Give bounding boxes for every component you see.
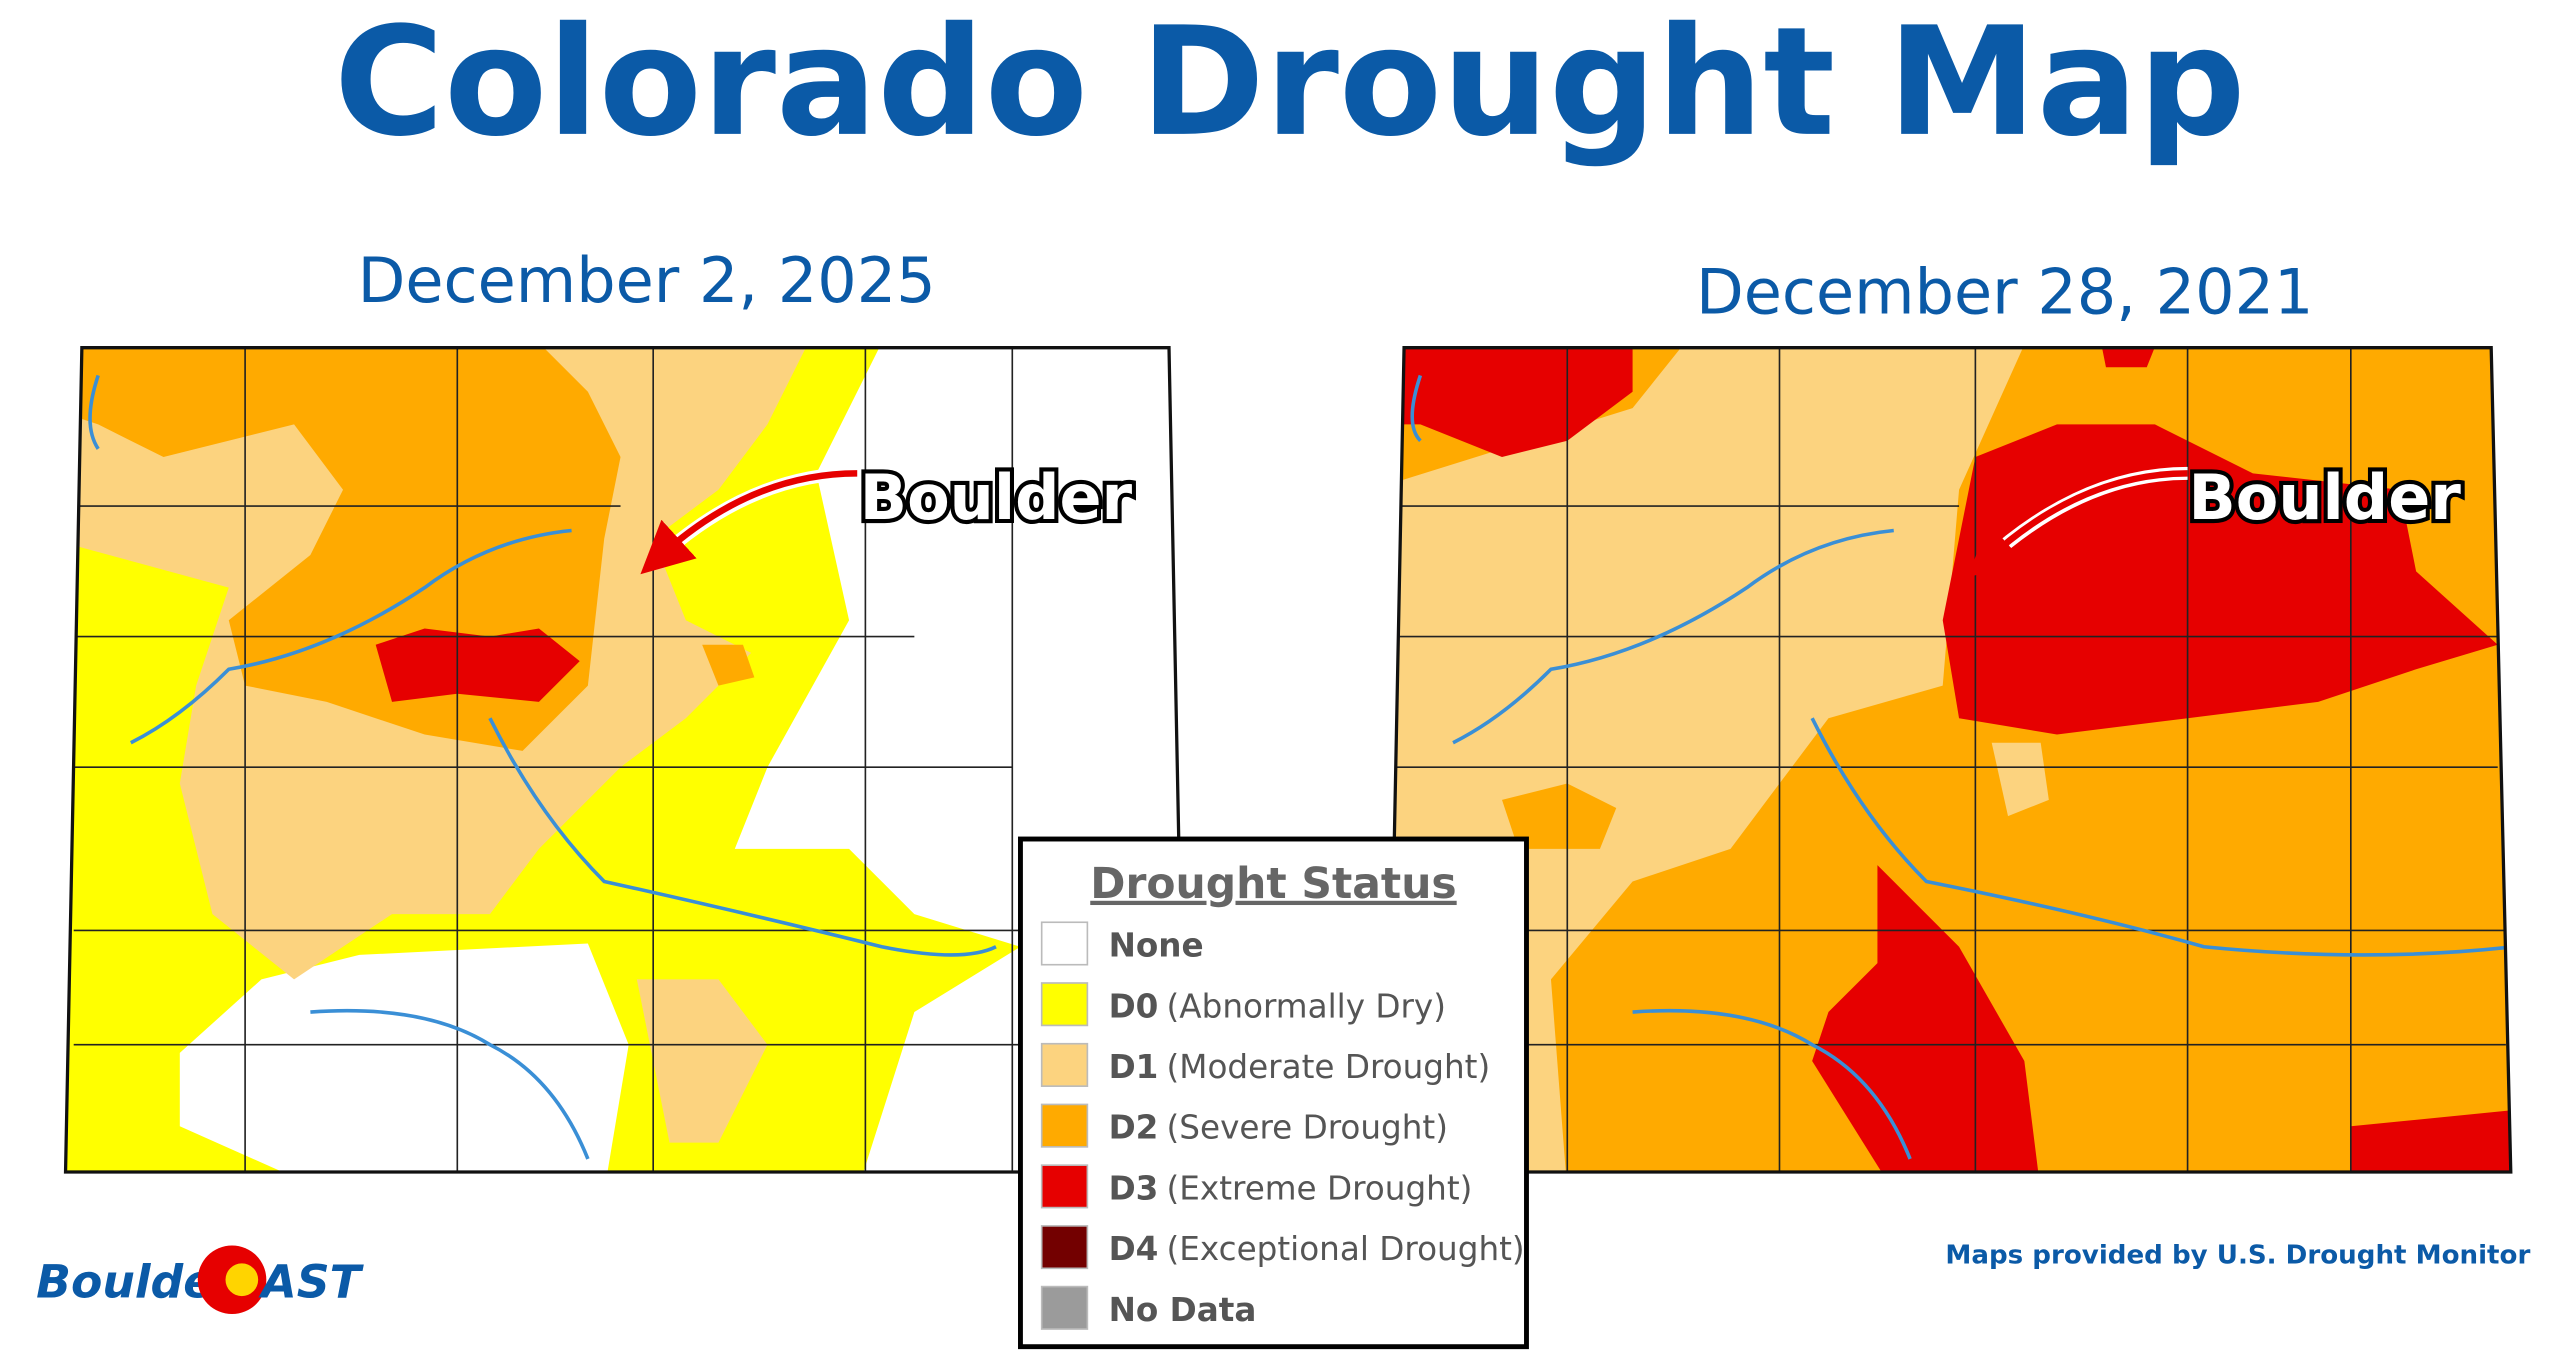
legend-label: D1 (Moderate Drought) <box>1109 1048 1491 1086</box>
region <box>1387 347 2033 1173</box>
legend-description: (Abnormally Dry) <box>1167 987 1446 1025</box>
legend-code: D1 <box>1109 1048 1159 1086</box>
region <box>375 628 580 702</box>
county-lines <box>73 347 1176 1173</box>
legend-swatch <box>1040 921 1089 966</box>
region <box>702 644 755 686</box>
region <box>2097 347 2164 368</box>
region <box>179 943 629 1173</box>
legend-code: None <box>1109 927 1204 965</box>
legend-swatch <box>1040 1042 1089 1087</box>
region <box>1501 783 1617 849</box>
legend-code: D0 <box>1109 987 1159 1025</box>
legend-swatch <box>1040 1225 1089 1270</box>
legend-description: (Exceptional Drought) <box>1167 1230 1525 1268</box>
logo-mark <box>225 1263 259 1297</box>
arrow <box>640 470 858 575</box>
legend-code: No Data <box>1109 1291 1257 1329</box>
title: Colorado Drought Map <box>334 0 2246 170</box>
legend-label: None <box>1109 927 1204 965</box>
legend-label: D4 (Exceptional Drought) <box>1109 1230 1525 1268</box>
drought-map <box>1387 347 2511 1173</box>
legend-code: D2 <box>1109 1109 1159 1147</box>
region <box>1812 865 2041 1173</box>
annotation: Boulder <box>2189 461 2462 534</box>
region <box>636 979 768 1143</box>
river <box>1410 374 2511 1160</box>
county-lines <box>1395 347 2506 1173</box>
map-date: December 28, 2021 <box>1696 255 2313 328</box>
legend-label: D0 (Abnormally Dry) <box>1109 987 1446 1025</box>
logo-text: AST <box>258 1256 364 1309</box>
annotation: Boulder <box>860 461 1133 534</box>
legend-description: (Moderate Drought) <box>1167 1048 1491 1086</box>
legend-description: (Extreme Drought) <box>1167 1169 1473 1207</box>
legend-swatch <box>1040 1285 1089 1330</box>
region <box>1991 742 2049 817</box>
legend-swatch <box>1040 1103 1089 1148</box>
legend-title: Drought Status <box>1090 860 1456 909</box>
legend-swatch <box>1040 982 1089 1027</box>
legend-label: D3 (Extreme Drought) <box>1109 1169 1473 1207</box>
legend-description: (Severe Drought) <box>1167 1109 1448 1147</box>
credit: Maps provided by U.S. Drought Monitor <box>1945 1240 2530 1270</box>
legend-swatch <box>1040 1164 1089 1209</box>
legend-label: No Data <box>1109 1291 1257 1329</box>
legend-code: D4 <box>1109 1230 1159 1268</box>
map-date: December 2, 2025 <box>358 244 936 317</box>
legend-label: D2 (Severe Drought) <box>1109 1109 1448 1147</box>
arrow <box>1967 470 2188 578</box>
legend-code: D3 <box>1109 1169 1159 1207</box>
river <box>88 374 997 1160</box>
legend-box <box>1018 836 1529 1350</box>
drought-map <box>65 347 1186 1173</box>
